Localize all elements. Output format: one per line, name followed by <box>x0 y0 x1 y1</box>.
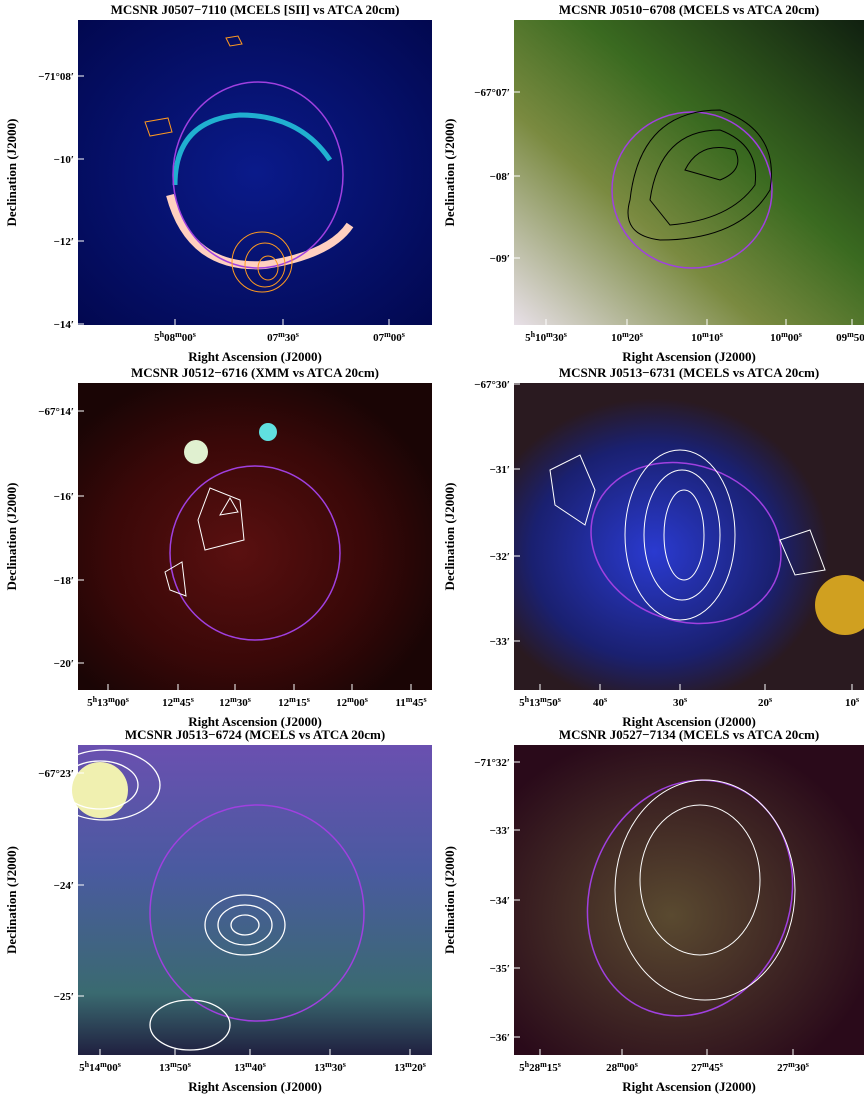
image <box>78 745 432 1055</box>
x-tick-label: 10s <box>845 695 859 710</box>
y-tick-label: −25′ <box>54 991 74 1003</box>
y-tick-label: −67°07′ <box>474 87 510 99</box>
y-axis-label: Declination (J2000) <box>4 119 19 227</box>
x-tick-label: 12m15s <box>278 695 310 710</box>
x-tick-label: 27m30s <box>777 1060 809 1075</box>
y-tick-label: −16′ <box>54 491 74 503</box>
x-tick-label: 09m50s <box>836 330 864 345</box>
panel-title: MCSNR J0513−6724 (MCELS vs ATCA 20cm) <box>125 727 385 742</box>
x-axis-label: Right Ascension (J2000) <box>188 349 322 364</box>
y-tick-label: −67°14′ <box>38 406 74 418</box>
y-tick-label: −67°30′ <box>474 379 510 391</box>
y-axis-label: Declination (J2000) <box>4 483 19 591</box>
y-tick-label: −71°08′ <box>38 71 74 83</box>
star <box>259 423 277 441</box>
figure: MCSNR J0507−7110 (MCELS [SII] vs ATCA 20… <box>0 0 864 1099</box>
x-tick-label: 12m45s <box>162 695 194 710</box>
x-tick-label: 20s <box>758 695 772 710</box>
y-axis-label: Declination (J2000) <box>442 119 457 227</box>
y-tick-label: −18′ <box>54 575 74 587</box>
panel-title: MCSNR J0513−6731 (MCELS vs ATCA 20cm) <box>559 365 819 380</box>
x-tick-label: 13m30s <box>314 1060 346 1075</box>
y-tick-label: −08′ <box>490 171 510 183</box>
x-tick-label: 12m00s <box>336 695 368 710</box>
y-axis-label: Declination (J2000) <box>4 846 19 954</box>
y-tick-label: −33′ <box>490 825 510 837</box>
y-tick-label: −71°32′ <box>474 757 510 769</box>
panel-images <box>50 20 864 1055</box>
x-tick-label: 13m50s <box>159 1060 191 1075</box>
x-tick-label: 5h10m30s <box>525 330 567 345</box>
x-tick-label: 5h28m15s <box>519 1060 561 1075</box>
y-tick-label: −14′ <box>54 319 74 331</box>
y-axis-label: Declination (J2000) <box>442 846 457 954</box>
y-tick-label: −31′ <box>490 464 510 476</box>
y-tick-label: −36′ <box>490 1032 510 1044</box>
image <box>514 383 864 690</box>
x-tick-label: 5h13m00s <box>87 695 129 710</box>
x-tick-label: 07m00s <box>373 330 405 345</box>
x-axis-label: Right Ascension (J2000) <box>622 1079 756 1094</box>
y-tick-label: −09′ <box>490 253 510 265</box>
x-tick-label: 10m10s <box>691 330 723 345</box>
image <box>514 20 864 325</box>
y-tick-label: −33′ <box>490 636 510 648</box>
y-tick-label: −10′ <box>54 154 74 166</box>
x-tick-label: 5h14m00s <box>79 1060 121 1075</box>
x-tick-label: 11m45s <box>395 695 426 710</box>
x-tick-label: 13m20s <box>394 1060 426 1075</box>
x-tick-label: 5h08m00s <box>154 330 196 345</box>
y-tick-label: −24′ <box>54 880 74 892</box>
x-tick-label: 28m00s <box>606 1060 638 1075</box>
x-tick-label: 10m20s <box>611 330 643 345</box>
y-axis-label: Declination (J2000) <box>442 483 457 591</box>
x-tick-label: 07m30s <box>267 330 299 345</box>
y-tick-label: −35′ <box>490 963 510 975</box>
x-tick-label: 40s <box>593 695 607 710</box>
panel-title: MCSNR J0512−6716 (XMM vs ATCA 20cm) <box>131 365 379 380</box>
star <box>184 440 208 464</box>
x-tick-label: 30s <box>673 695 687 710</box>
x-tick-label: 13m40s <box>234 1060 266 1075</box>
x-tick-label: 12m30s <box>219 695 251 710</box>
image <box>78 383 432 690</box>
panel-title: MCSNR J0507−7110 (MCELS [SII] vs ATCA 20… <box>111 2 400 17</box>
y-tick-label: −34′ <box>490 895 510 907</box>
x-tick-label: 10m00s <box>770 330 802 345</box>
x-tick-label: 5h13m50s <box>519 695 561 710</box>
panel-title: MCSNR J0527−7134 (MCELS vs ATCA 20cm) <box>559 727 819 742</box>
x-axis-label: Right Ascension (J2000) <box>188 1079 322 1094</box>
y-tick-label: −12′ <box>54 236 74 248</box>
image <box>514 745 864 1055</box>
x-axis-label: Right Ascension (J2000) <box>622 349 756 364</box>
panel-title: MCSNR J0510−6708 (MCELS vs ATCA 20cm) <box>559 2 819 17</box>
y-tick-label: −20′ <box>54 658 74 670</box>
y-tick-label: −32′ <box>490 551 510 563</box>
y-tick-label: −67°23′ <box>38 768 74 780</box>
image <box>78 20 432 325</box>
x-tick-label: 27m45s <box>691 1060 723 1075</box>
